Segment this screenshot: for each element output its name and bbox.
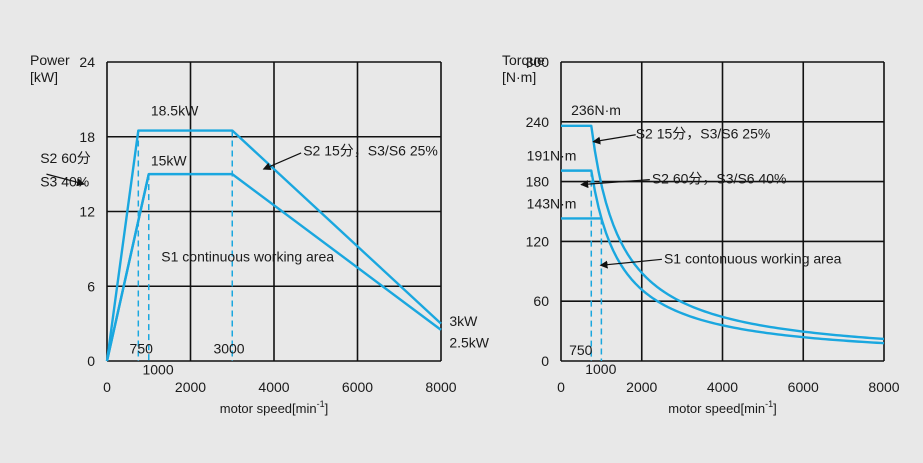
x-axis-label-end: ]: [773, 401, 777, 416]
x-tick-label: 8000: [868, 379, 899, 395]
x-tick-label: 0: [103, 379, 111, 395]
y-tick-label: 240: [526, 114, 550, 130]
x-axis-label-sup: -1: [765, 399, 773, 409]
annotation-arrow: [46, 173, 86, 187]
y-tick-label: 180: [526, 174, 550, 190]
x-tick-label: 2000: [175, 379, 206, 395]
annotation-label: 750: [569, 342, 593, 358]
annotation-label: 2.5kW: [449, 334, 489, 350]
y-tick-label: 60: [533, 293, 549, 309]
annotation-arrow: [592, 134, 636, 145]
annotation-label: S3 40%: [40, 174, 89, 190]
series-line-1: [561, 124, 885, 341]
annotation-arrow: [580, 179, 650, 189]
annotation-label: 18.5kW: [151, 103, 199, 119]
x-tick-label: 4000: [258, 379, 289, 395]
x-tick-label: 8000: [425, 379, 456, 395]
x-axis-label: motor speed[min-1]: [220, 399, 328, 416]
torque-chart: 0 2000 4000 6000 8000 0 60 120 180 240 300Torque[N…: [502, 52, 900, 416]
x-tick-label: 6000: [342, 379, 373, 395]
y-tick-label: 300: [526, 54, 550, 70]
annotation-label: 143N·m: [527, 196, 577, 212]
annotation-label: 191N·m: [527, 148, 577, 164]
power-chart: 0 2000 4000 6000 8000 0 6 12 18 24 Power[kW] motor …: [30, 52, 490, 416]
y-tick-label: 0: [87, 353, 95, 369]
x-tick-label: 6000: [788, 379, 819, 395]
x-tick-label: 4000: [707, 379, 738, 395]
annotation-label: S2 15分，S3/S6 25%: [636, 126, 771, 142]
annotation-label: 1000: [585, 361, 616, 377]
annotation-label: S1 continuous working area: [161, 248, 334, 264]
series-line-3: [105, 173, 150, 362]
annotation-label: S1 contonuous working area: [664, 250, 842, 266]
annotation-label: 236N·m: [571, 102, 621, 118]
annotation-arrow: [262, 152, 302, 171]
grid: 0 2000 4000 6000 8000 0 60 120 180 240 300: [526, 54, 900, 395]
x-axis-label-main: motor speed[min: [220, 401, 317, 416]
annotation-label: 3kW: [449, 313, 478, 329]
annotation-label: 15kW: [151, 152, 188, 168]
y-tick-label: 24: [79, 54, 95, 70]
annotation-label: 750: [130, 341, 154, 357]
x-axis-label-main: motor speed[min: [668, 401, 765, 416]
annotation-label: 3000: [213, 341, 244, 357]
x-tick-label: 2000: [626, 379, 657, 395]
y-axis-label: Power: [30, 52, 70, 68]
series-line-2: [561, 169, 885, 345]
y-axis-unit: [kW]: [30, 69, 58, 85]
y-tick-label: 6: [87, 278, 95, 294]
x-axis-label-end: ]: [325, 401, 329, 416]
y-tick-label: 0: [541, 353, 549, 369]
x-axis-label: motor speed[min-1]: [668, 399, 776, 416]
annotation-label: S2 60分，S3/S6 40%: [652, 171, 787, 187]
x-tick-label: 0: [557, 379, 565, 395]
y-axis-unit: [N·m]: [502, 69, 536, 85]
y-tick-label: 120: [526, 233, 550, 249]
series-line-1: [105, 129, 442, 362]
grid: 0 2000 4000 6000 8000 0 6 12 18 24: [79, 54, 456, 395]
x-axis-label-sup: -1: [317, 399, 325, 409]
y-axis-label: Torque: [502, 52, 545, 68]
annotation-arrow: [599, 258, 662, 269]
annotation-label: 1000: [142, 362, 173, 378]
annotation-label: S2 15分，S3/S6 25%: [303, 142, 438, 158]
y-tick-label: 12: [79, 204, 95, 220]
annotation-label: S2 60分: [40, 150, 91, 166]
y-tick-label: 18: [79, 129, 95, 145]
